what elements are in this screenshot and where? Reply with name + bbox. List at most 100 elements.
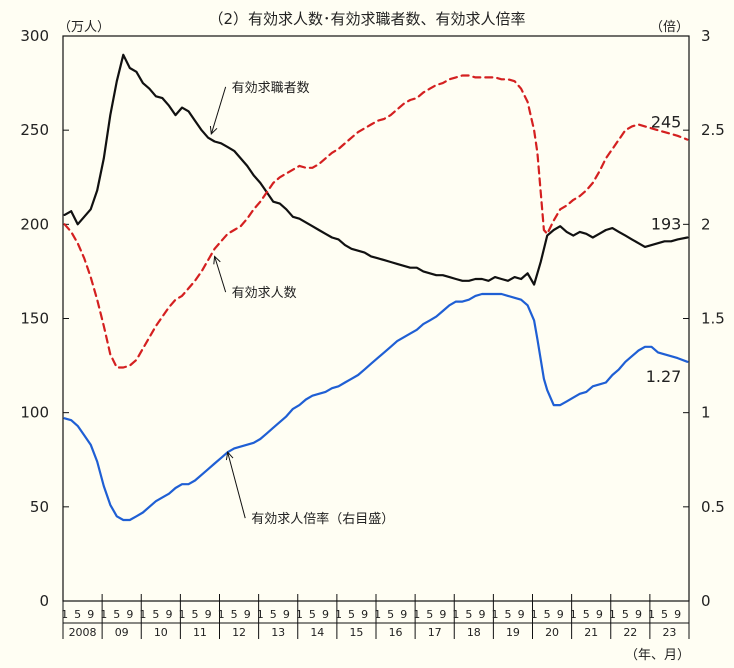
right-tick-label: 2.5: [701, 121, 725, 139]
x-axis-unit: （年、月）: [625, 648, 690, 663]
year-label: 2008: [69, 626, 97, 639]
month-tick-label: 5: [465, 608, 472, 621]
year-label: 20: [545, 626, 559, 639]
right-tick-label: 1: [701, 404, 711, 422]
year-label: 15: [349, 626, 363, 639]
month-tick-label: 1: [648, 608, 655, 621]
month-tick-label: 1: [179, 608, 186, 621]
month-tick-label: 1: [257, 608, 264, 621]
right-tick-label: 0: [701, 592, 711, 610]
annotation-label: 有効求人倍率（右目盛）: [251, 511, 394, 527]
month-tick-label: 9: [244, 608, 251, 621]
left-tick-label: 50: [30, 498, 49, 516]
left-tick-label: 300: [20, 27, 49, 45]
month-tick-label: 5: [661, 608, 668, 621]
year-label: 12: [232, 626, 246, 639]
month-tick-label: 1: [492, 608, 499, 621]
year-label: 11: [193, 626, 207, 639]
year-label: 09: [115, 626, 129, 639]
year-label: 13: [271, 626, 285, 639]
month-tick-label: 5: [309, 608, 316, 621]
annotation-leader: [227, 452, 246, 519]
annotation-label: 有効求職者数: [232, 81, 310, 96]
year-label: 18: [467, 626, 481, 639]
month-tick-label: 9: [205, 608, 212, 621]
month-tick-label: 9: [557, 608, 564, 621]
month-tick-label: 9: [126, 608, 133, 621]
month-tick-label: 5: [505, 608, 512, 621]
month-tick-label: 9: [635, 608, 642, 621]
month-tick-label: 5: [74, 608, 81, 621]
left-tick-label: 200: [20, 215, 49, 233]
year-label: 16: [389, 626, 403, 639]
month-tick-label: 1: [139, 608, 146, 621]
month-tick-label: 1: [452, 608, 459, 621]
month-tick-label: 1: [296, 608, 303, 621]
right-axis: 0 0.5 1 1.5 2 2.5 3: [683, 27, 725, 610]
right-tick-label: 1.5: [701, 310, 725, 328]
annotation-leader: [214, 256, 227, 293]
month-tick-label: 9: [596, 608, 603, 621]
month-tick-label: 9: [674, 608, 681, 621]
month-tick-label: 5: [583, 608, 590, 621]
right-tick-label: 2: [701, 215, 711, 233]
month-tick-label: 1: [374, 608, 381, 621]
month-tick-label: 9: [322, 608, 329, 621]
annotation-leader: [210, 86, 227, 135]
month-tick-label: 1: [100, 608, 107, 621]
month-tick-label: 5: [231, 608, 238, 621]
month-tick-label: 9: [283, 608, 290, 621]
year-label: 22: [623, 626, 637, 639]
month-tick-label: 5: [192, 608, 199, 621]
month-tick-label: 9: [87, 608, 94, 621]
right-tick-label: 3: [701, 27, 711, 45]
year-label: 19: [506, 626, 520, 639]
year-label: 14: [310, 626, 324, 639]
month-tick-label: 1: [61, 608, 68, 621]
right-axis-unit: （倍）: [650, 20, 689, 35]
month-tick-label: 9: [400, 608, 407, 621]
month-tick-label: 1: [218, 608, 225, 621]
left-tick-label: 0: [39, 592, 49, 610]
month-tick-label: 5: [387, 608, 394, 621]
month-tick-label: 1: [531, 608, 538, 621]
month-tick-label: 1: [570, 608, 577, 621]
series-end-label: 245: [651, 113, 682, 132]
month-tick-label: 9: [478, 608, 485, 621]
month-tick-label: 5: [348, 608, 355, 621]
left-tick-label: 150: [20, 310, 49, 328]
month-tick-label: 5: [544, 608, 551, 621]
month-tick-label: 9: [439, 608, 446, 621]
year-label: 21: [584, 626, 598, 639]
annotation-arrowhead: [225, 451, 234, 461]
series-end-label: 193: [651, 215, 682, 234]
chart-title: （2）有効求人数･有効求職者数、有効求人倍率: [208, 10, 525, 28]
end-labels: 193 245 1.27: [646, 113, 682, 386]
series-group: [63, 53, 689, 522]
series-line: [63, 292, 689, 522]
month-tick-label: 1: [609, 608, 616, 621]
annotation-label: 有効求人数: [232, 286, 297, 301]
month-tick-label: 1: [413, 608, 420, 621]
left-axis-unit: （万人）: [58, 20, 110, 35]
month-tick-label: 5: [622, 608, 629, 621]
month-tick-label: 5: [426, 608, 433, 621]
month-tick-label: 9: [361, 608, 368, 621]
month-tick-label: 5: [152, 608, 159, 621]
left-tick-label: 250: [20, 121, 49, 139]
right-tick-label: 0.5: [701, 498, 725, 516]
month-tick-label: 5: [270, 608, 277, 621]
year-label: 17: [428, 626, 442, 639]
year-label: 10: [154, 626, 168, 639]
left-tick-label: 100: [20, 404, 49, 422]
annotation-arrowhead: [209, 125, 218, 135]
year-label: 23: [662, 626, 676, 639]
series-line: [63, 74, 689, 369]
series-line: [63, 53, 689, 286]
month-tick-label: 5: [113, 608, 120, 621]
month-tick-label: 9: [518, 608, 525, 621]
